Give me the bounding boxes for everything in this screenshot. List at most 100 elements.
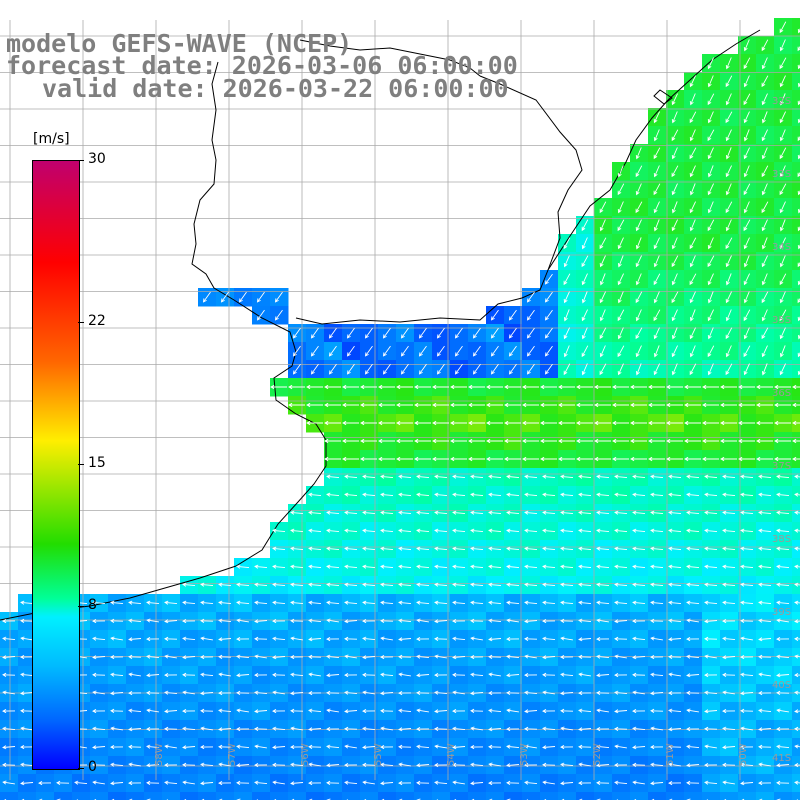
wind-arrow bbox=[362, 510, 376, 515]
wind-speed-cell bbox=[288, 792, 307, 800]
wind-arrow bbox=[256, 291, 265, 303]
wind-arrow bbox=[452, 745, 466, 750]
wind-arrow bbox=[380, 618, 394, 623]
wind-arrow bbox=[635, 345, 642, 358]
wind-arrow bbox=[488, 744, 502, 749]
valid-date: valid date: 2026-03-22 06:00:00 bbox=[42, 74, 509, 103]
wind-arrow bbox=[344, 474, 358, 479]
wind-speed-cell bbox=[792, 324, 800, 343]
wind-arrow bbox=[725, 237, 733, 250]
wind-arrow bbox=[635, 309, 642, 322]
wind-arrow bbox=[635, 291, 643, 304]
wind-arrow bbox=[398, 762, 411, 767]
wind-arrow bbox=[396, 384, 413, 390]
wind-arrow bbox=[92, 762, 106, 767]
wind-arrow bbox=[290, 600, 304, 605]
wind-speed-cell bbox=[0, 792, 19, 800]
wind-arrow bbox=[761, 165, 769, 178]
wind-arrow bbox=[200, 582, 214, 587]
wind-arrow bbox=[560, 582, 574, 587]
wind-arrow bbox=[400, 345, 409, 357]
wind-arrow bbox=[576, 438, 593, 444]
wind-arrow bbox=[128, 727, 142, 732]
wind-speed-cell bbox=[306, 792, 325, 800]
wind-arrow bbox=[632, 510, 646, 515]
wind-arrow bbox=[526, 363, 535, 375]
wind-speed-cell bbox=[576, 792, 595, 800]
wind-arrow bbox=[560, 510, 574, 515]
wind-arrow bbox=[704, 726, 718, 731]
wind-arrow bbox=[758, 492, 772, 497]
wind-arrow bbox=[576, 420, 593, 426]
wind-arrow bbox=[707, 111, 714, 124]
wind-arrow bbox=[470, 672, 484, 677]
wind-arrow bbox=[758, 744, 772, 749]
wind-arrow bbox=[472, 327, 481, 339]
wind-arrow bbox=[794, 492, 800, 497]
wind-arrow bbox=[720, 438, 737, 444]
wind-arrow bbox=[506, 510, 520, 515]
wind-arrow bbox=[650, 618, 664, 623]
wind-arrow bbox=[596, 654, 610, 659]
wind-arrow bbox=[725, 327, 733, 340]
wind-arrow bbox=[707, 147, 714, 160]
wind-arrow bbox=[182, 709, 196, 714]
wind-arrow bbox=[794, 690, 800, 695]
wind-arrow bbox=[668, 781, 682, 786]
wind-arrow bbox=[468, 402, 485, 408]
wind-arrow bbox=[470, 618, 484, 623]
wind-arrow bbox=[146, 798, 151, 800]
wind-speed-cell bbox=[342, 792, 361, 800]
wind-arrow bbox=[524, 492, 538, 497]
wind-arrow bbox=[506, 673, 520, 678]
wind-arrow bbox=[346, 363, 355, 375]
wind-arrow bbox=[578, 781, 592, 786]
wind-arrow bbox=[560, 655, 574, 660]
wind-arrow bbox=[416, 744, 430, 749]
wind-arrow bbox=[686, 546, 700, 551]
wind-arrow bbox=[272, 780, 285, 785]
wind-speed-cell bbox=[792, 234, 800, 253]
wind-arrow bbox=[522, 420, 539, 426]
wind-arrow bbox=[182, 780, 195, 785]
wind-arrow bbox=[594, 420, 611, 426]
wind-arrow bbox=[344, 492, 358, 497]
wind-arrow bbox=[668, 582, 682, 587]
wind-arrow bbox=[344, 564, 358, 569]
wind-arrow bbox=[288, 402, 305, 408]
longitude-label: 58W bbox=[154, 743, 165, 766]
wind-arrow bbox=[668, 564, 682, 569]
wind-arrow bbox=[522, 402, 539, 408]
wind-arrow bbox=[756, 384, 773, 390]
wind-arrow bbox=[522, 384, 539, 390]
wind-arrow bbox=[92, 600, 106, 605]
wind-arrow bbox=[362, 582, 376, 587]
wind-arrow bbox=[794, 510, 800, 515]
wind-arrow bbox=[707, 345, 715, 358]
wind-arrow bbox=[182, 619, 196, 624]
wind-speed-cell bbox=[792, 306, 800, 325]
wind-arrow bbox=[722, 709, 736, 714]
wind-arrow bbox=[362, 709, 376, 714]
wind-arrow bbox=[779, 75, 786, 88]
wind-arrow bbox=[272, 564, 286, 569]
wind-arrow bbox=[20, 745, 34, 750]
wind-arrow bbox=[110, 781, 124, 786]
wind-arrow bbox=[360, 420, 377, 426]
wind-arrow bbox=[400, 363, 409, 375]
wind-arrow bbox=[542, 582, 556, 587]
wind-arrow bbox=[290, 546, 304, 551]
wind-arrow bbox=[542, 636, 556, 641]
wind-arrow bbox=[452, 474, 466, 479]
wind-arrow bbox=[290, 636, 303, 641]
wind-arrow bbox=[56, 780, 70, 785]
lagoon-path bbox=[653, 89, 673, 105]
wind-arrow bbox=[653, 273, 661, 286]
wind-arrow bbox=[578, 727, 592, 732]
wind-arrow bbox=[653, 165, 660, 178]
wind-arrow bbox=[614, 492, 628, 497]
wind-arrow bbox=[310, 327, 319, 339]
wind-arrow bbox=[398, 474, 412, 479]
wind-arrow bbox=[617, 327, 624, 340]
wind-arrow bbox=[743, 327, 750, 340]
